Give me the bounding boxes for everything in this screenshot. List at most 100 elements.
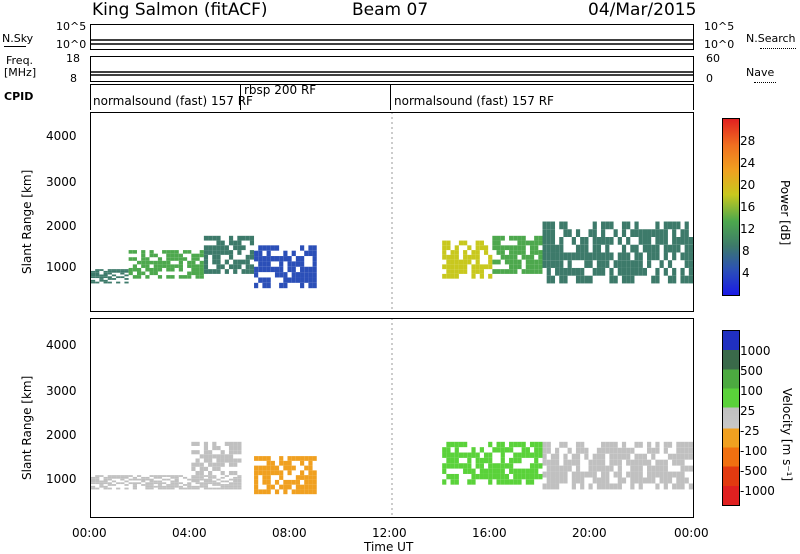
velocity-cell — [638, 453, 643, 460]
velocity-cell — [571, 471, 576, 478]
velocity-cell — [228, 462, 234, 467]
power-cell — [546, 252, 551, 261]
power-cell — [312, 282, 317, 289]
velocity-cell — [182, 487, 188, 490]
power-cell — [546, 237, 551, 245]
velocity-cell — [509, 457, 514, 464]
power-cell — [500, 254, 505, 260]
velocity-cell — [170, 480, 175, 483]
velocity-cell — [132, 485, 137, 488]
velocity-cell — [667, 477, 673, 484]
power-cell — [538, 259, 543, 265]
power-cell — [655, 252, 660, 261]
velocity-cell — [680, 459, 685, 466]
power-cell — [546, 221, 551, 230]
power-cell — [513, 235, 518, 241]
power-cell — [136, 260, 142, 265]
velocity-cell — [233, 482, 238, 485]
velocity-cell — [517, 452, 522, 458]
velocity-cell — [521, 447, 526, 453]
power-cell — [559, 244, 564, 253]
velocity-cell — [601, 447, 606, 454]
velocity-cell — [538, 452, 543, 458]
velocity-cell — [262, 489, 267, 495]
velocity-cell — [141, 484, 146, 486]
power-cell — [534, 250, 539, 255]
power-cell — [258, 266, 263, 273]
power-cell — [475, 245, 480, 251]
velocity-cell — [596, 453, 602, 460]
velocity-cell — [262, 465, 267, 471]
power-cell — [529, 245, 535, 251]
velocity-cell — [216, 487, 221, 490]
power-cell — [688, 252, 693, 261]
power-cell — [680, 252, 685, 261]
velocity-cell — [300, 484, 305, 490]
power-cell — [245, 264, 250, 270]
power-cell — [571, 237, 576, 245]
velocity-cell — [199, 478, 204, 481]
velocity-cell — [471, 452, 476, 458]
velocity-cell — [132, 484, 137, 486]
velocity-cell — [283, 460, 288, 466]
velocity-cell — [283, 484, 288, 490]
velocity-cell — [304, 489, 309, 495]
power-panel — [91, 112, 693, 312]
velocity-cell — [220, 470, 225, 476]
velocity-cell — [534, 447, 539, 453]
power-cell — [651, 275, 656, 284]
velocity-cell — [191, 487, 196, 490]
power-cell — [467, 245, 472, 251]
power-cell — [529, 269, 535, 274]
power-cell — [592, 237, 597, 245]
power-cell — [203, 254, 209, 260]
velocity-cell — [95, 480, 100, 483]
power-cell — [178, 264, 183, 268]
power-cell — [592, 252, 597, 261]
velocity-cell — [655, 483, 660, 490]
power-cell — [224, 250, 229, 255]
power-cell — [563, 252, 568, 261]
velocity-cell — [563, 471, 568, 478]
velocity-cell — [492, 447, 497, 453]
power-cell — [249, 254, 255, 260]
velocity-cell — [559, 465, 564, 472]
power-cell — [212, 269, 217, 274]
velocity-cell — [542, 459, 547, 466]
power-cell — [542, 221, 547, 230]
power-cell — [492, 245, 497, 251]
velocity-cell — [95, 482, 100, 485]
velocity-cell — [538, 441, 543, 448]
power-cell — [249, 264, 255, 270]
velocity-cell — [149, 478, 154, 481]
velocity-cell — [224, 454, 229, 459]
power-cell — [584, 260, 589, 268]
velocity-cell — [688, 441, 693, 448]
power-cell — [208, 245, 213, 251]
power-cell — [182, 275, 188, 279]
velocity-cell — [124, 480, 129, 483]
power-cell — [563, 267, 568, 276]
power-cell — [283, 250, 288, 257]
velocity-cell — [128, 478, 133, 481]
power-cell — [128, 271, 133, 276]
velocity-cell — [99, 475, 104, 477]
power-cell — [254, 272, 259, 278]
power-cell — [283, 256, 288, 262]
power-cell — [228, 264, 234, 270]
velocity-cell — [145, 487, 150, 490]
velocity-cell — [463, 452, 468, 458]
power-cell — [642, 267, 648, 276]
velocity-cell — [228, 482, 234, 485]
power-cell — [233, 240, 238, 246]
power-cell — [124, 270, 129, 273]
power-cb-12: 12 — [740, 222, 756, 236]
velocity-cell — [195, 476, 200, 479]
power-cell — [258, 261, 263, 267]
power-cell — [237, 250, 242, 255]
power-cell — [642, 229, 648, 237]
velocity-cell — [621, 447, 627, 454]
power-cb-16: 16 — [740, 200, 756, 214]
velocity-cell — [216, 454, 221, 459]
power-cell — [647, 252, 652, 261]
